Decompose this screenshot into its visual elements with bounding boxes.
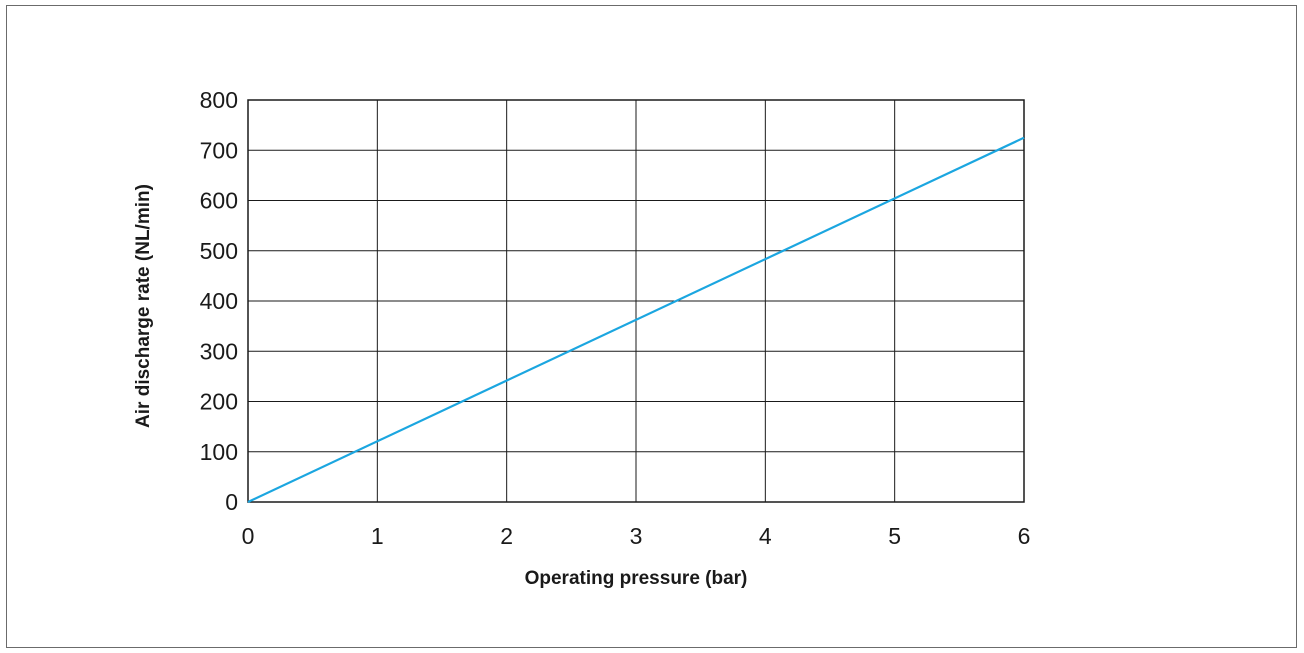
y-tick-label: 800 [200,87,238,113]
y-tick-label: 700 [200,137,238,163]
y-tick-label: 300 [200,338,238,364]
x-tick-label: 3 [630,523,643,549]
y-tick-label: 600 [200,188,238,214]
x-tick-label: 5 [888,523,901,549]
y-tick-label: 100 [200,439,238,465]
x-axis-title: Operating pressure (bar) [525,568,748,589]
x-tick-label: 0 [242,523,255,549]
series-line [247,136,1025,503]
y-axis-title: Air discharge rate (NL/min) [133,184,154,428]
x-tick-label: 2 [500,523,513,549]
y-tick-label: 400 [200,288,238,314]
grid-lines [248,100,1024,502]
y-tick-labels: 0 100 200 300 400 500 600 700 800 [200,87,238,515]
x-tick-label: 1 [371,523,384,549]
x-tick-label: 6 [1018,523,1031,549]
x-tick-label: 4 [759,523,772,549]
y-tick-label: 500 [200,238,238,264]
y-tick-label: 200 [200,389,238,415]
plot-area [247,99,1025,503]
chart-frame [6,5,1297,648]
x-tick-labels: 0 1 2 3 4 5 6 [242,523,1031,549]
series-layer [247,136,1025,503]
y-tick-label: 0 [225,489,238,515]
